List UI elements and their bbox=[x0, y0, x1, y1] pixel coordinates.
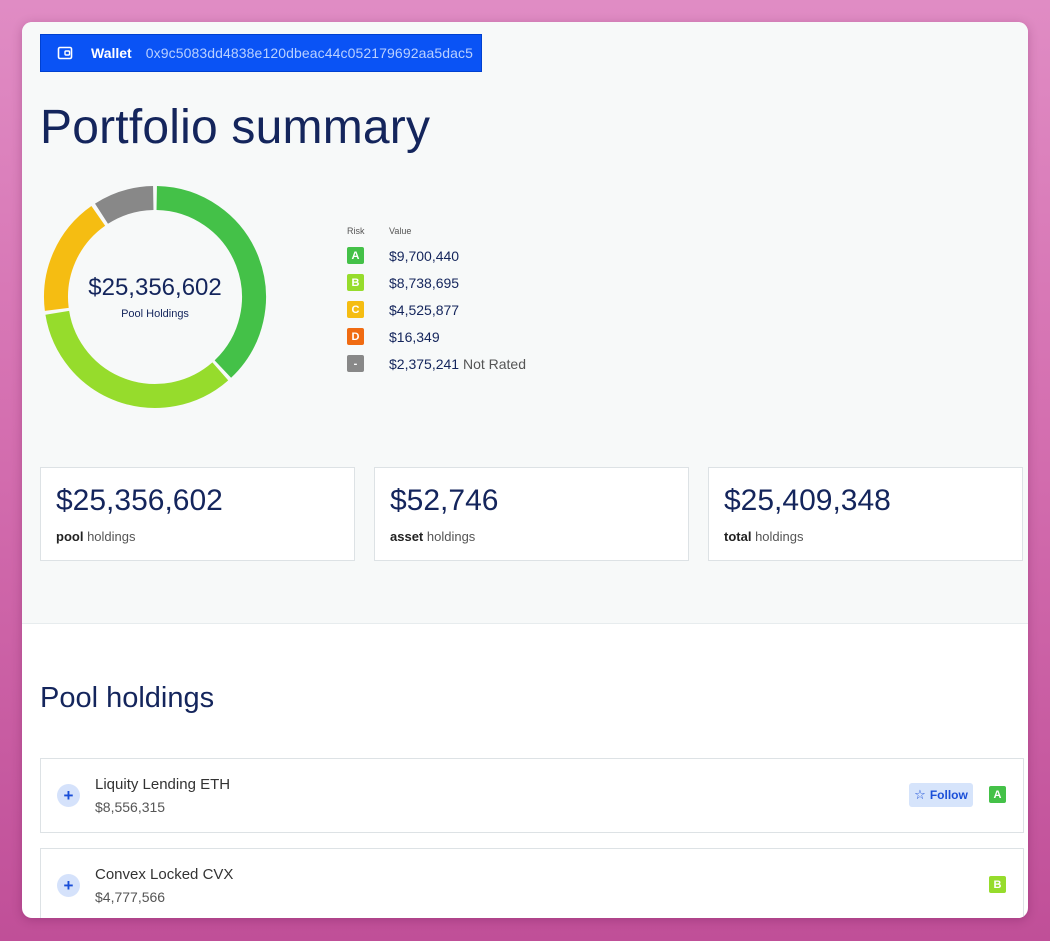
asset-holdings-card: $52,746 asset holdings bbox=[374, 467, 689, 561]
legend-value-a: $9,700,440 bbox=[389, 247, 460, 264]
legend-row-c: C $4,525,877 bbox=[347, 296, 526, 323]
legend-value-c: $4,525,877 bbox=[389, 301, 460, 318]
legend-row-d: D $16,349 bbox=[347, 323, 526, 350]
total-holdings-value: $25,409,348 bbox=[724, 484, 891, 517]
legend-risk-header: Risk bbox=[347, 226, 365, 236]
legend-row-b: B $8,738,695 bbox=[347, 269, 526, 296]
total-holdings-caption: total holdings bbox=[724, 529, 804, 544]
expand-button[interactable]: + bbox=[57, 784, 80, 807]
holding-row[interactable]: + Convex Locked CVX $4,777,566 B bbox=[40, 848, 1024, 918]
app-window: Wallet 0x9c5083dd4838e120dbeac44c0521796… bbox=[22, 22, 1028, 918]
plus-icon: + bbox=[63, 876, 74, 895]
risk-badge-a: A bbox=[347, 247, 364, 264]
donut-segment-b[interactable] bbox=[45, 310, 229, 408]
portfolio-summary-section: Wallet 0x9c5083dd4838e120dbeac44c0521796… bbox=[22, 22, 1028, 624]
wallet-icon bbox=[57, 45, 73, 61]
legend-value-not-rated: $2,375,241 Not Rated bbox=[389, 356, 526, 372]
legend-note-not-rated: Not Rated bbox=[462, 355, 527, 372]
risk-legend: Risk Value A $9,700,440 B $8,738,695 C $… bbox=[347, 226, 526, 377]
holding-name: Liquity Lending ETH bbox=[95, 776, 231, 793]
risk-badge-c: C bbox=[347, 301, 364, 318]
plus-icon: + bbox=[63, 786, 74, 805]
asset-holdings-value: $52,746 bbox=[390, 484, 499, 517]
wallet-label: Wallet bbox=[91, 45, 132, 61]
wallet-address[interactable]: 0x9c5083dd4838e120dbeac44c052179692aa5da… bbox=[145, 45, 474, 61]
donut-svg bbox=[44, 186, 266, 408]
follow-label: Follow bbox=[929, 788, 968, 802]
expand-button[interactable]: + bbox=[57, 874, 80, 897]
risk-badge-not-rated: - bbox=[347, 355, 364, 372]
risk-donut-chart: $25,356,602 Pool Holdings bbox=[40, 182, 270, 412]
holding-value: $4,777,566 bbox=[95, 889, 166, 905]
wallet-bar[interactable]: Wallet 0x9c5083dd4838e120dbeac44c0521796… bbox=[40, 34, 482, 72]
total-holdings-caption-rest: holdings bbox=[755, 529, 804, 544]
asset-holdings-caption-bold: asset bbox=[390, 529, 424, 544]
donut-segment-not-rated[interactable] bbox=[95, 186, 154, 225]
legend-value-header: Value bbox=[389, 226, 412, 236]
pool-holdings-value: $25,356,602 bbox=[56, 484, 223, 517]
total-holdings-card: $25,409,348 total holdings bbox=[708, 467, 1023, 561]
asset-holdings-caption: asset holdings bbox=[390, 529, 475, 544]
follow-button[interactable]: ☆ Follow bbox=[909, 783, 973, 807]
donut-center: $25,356,602 Pool Holdings bbox=[40, 182, 270, 412]
page-title: Portfolio summary bbox=[40, 101, 431, 154]
risk-badge: B bbox=[989, 876, 1006, 893]
pool-holdings-caption-rest: holdings bbox=[87, 529, 136, 544]
total-holdings-caption-bold: total bbox=[724, 529, 752, 544]
holding-value: $8,556,315 bbox=[95, 799, 166, 815]
donut-total: $25,356,602 bbox=[88, 274, 222, 301]
donut-segment-c[interactable] bbox=[44, 206, 106, 311]
legend-header: Risk Value bbox=[347, 226, 526, 236]
donut-segment-a[interactable] bbox=[156, 186, 266, 378]
pool-holdings-card: $25,356,602 pool holdings bbox=[40, 467, 355, 561]
holding-row[interactable]: + Liquity Lending ETH $8,556,315 ☆ Follo… bbox=[40, 758, 1024, 833]
star-icon: ☆ bbox=[914, 787, 926, 802]
legend-row-a: A $9,700,440 bbox=[347, 242, 526, 269]
holding-name: Convex Locked CVX bbox=[95, 866, 234, 883]
risk-badge-d: D bbox=[347, 328, 364, 345]
pool-holdings-caption-bold: pool bbox=[56, 529, 84, 544]
legend-value-d: $16,349 bbox=[389, 328, 440, 345]
pool-holdings-caption: pool holdings bbox=[56, 529, 136, 544]
risk-badge-b: B bbox=[347, 274, 364, 291]
legend-row-not-rated: - $2,375,241 Not Rated bbox=[347, 350, 526, 377]
legend-value-not-rated-amount: $2,375,241 bbox=[389, 355, 460, 372]
pool-holdings-title: Pool holdings bbox=[40, 682, 215, 714]
donut-caption: Pool Holdings bbox=[121, 308, 189, 320]
risk-badge: A bbox=[989, 786, 1006, 803]
legend-value-b: $8,738,695 bbox=[389, 274, 460, 291]
asset-holdings-caption-rest: holdings bbox=[426, 529, 476, 544]
